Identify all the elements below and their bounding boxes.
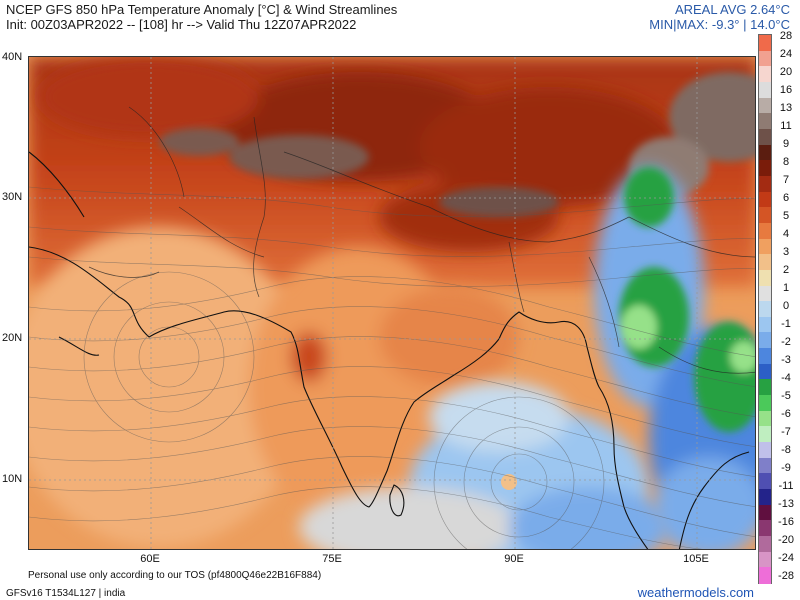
colorbar-label: -28	[778, 570, 794, 582]
coastlines	[29, 151, 750, 549]
colorbar-label: -8	[781, 444, 791, 456]
title-line-1: NCEP GFS 850 hPa Temperature Anomaly [°C…	[6, 2, 398, 17]
stats-block: AREAL AVG 2.64°C MIN|MAX: -9.3° | 14.0°C	[649, 2, 790, 32]
colorbar-label: 3	[782, 246, 790, 258]
colorbar-label: 24	[779, 48, 793, 60]
colorbar-segment	[759, 222, 771, 240]
colorbar-segment	[759, 457, 771, 474]
colorbar-segment	[759, 35, 771, 52]
colorbar-segment	[759, 207, 771, 224]
colorbar-label: 4	[782, 228, 790, 240]
colorbar-segment	[759, 363, 771, 381]
tos-notice: Personal use only according to our TOS (…	[28, 570, 322, 581]
colorbar	[758, 34, 772, 584]
colorbar-label: -24	[778, 552, 794, 564]
colorbar-segment	[759, 536, 771, 553]
colorbar-label: 11	[780, 120, 792, 132]
colorbar-label: -6	[781, 408, 791, 420]
colorbar-segment	[759, 97, 771, 114]
colorbar-label: 2	[782, 264, 790, 276]
colorbar-label: 1	[782, 282, 790, 294]
yellow-blob	[501, 474, 517, 490]
colorbar-segment	[759, 285, 771, 302]
colorbar-label: -4	[781, 372, 791, 384]
min-max: MIN|MAX: -9.3° | 14.0°C	[649, 17, 790, 32]
colorbar-segment	[759, 269, 771, 287]
colorbar-label: 6	[782, 192, 790, 204]
model-info: GFSv16 T1534L127 | india	[6, 588, 126, 599]
colorbar-segment	[759, 379, 771, 396]
lat-label-40n: 40N	[2, 51, 23, 63]
lat-label-30n: 30N	[2, 191, 23, 203]
colorbar-segment	[759, 489, 771, 506]
chart-title: NCEP GFS 850 hPa Temperature Anomaly [°C…	[6, 2, 397, 32]
colorbar-label: -13	[778, 498, 794, 510]
brand-link[interactable]: weathermodels.com	[637, 585, 754, 600]
colorbar-segment	[759, 50, 771, 67]
southeast-asia-coldest-cores	[619, 167, 755, 432]
colorbar-segment	[759, 332, 771, 349]
colorbar-segment	[759, 316, 771, 334]
colorbar-label: 5	[782, 210, 790, 222]
colorbar-segment	[759, 191, 771, 208]
deep-warm-patches	[39, 57, 679, 252]
colorbar-label: 8	[782, 156, 790, 168]
bay-of-bengal-cool-region	[299, 382, 669, 549]
map-panel	[28, 56, 756, 550]
colorbar-segment	[759, 442, 771, 459]
colorbar-label: -11	[778, 480, 794, 492]
colorbar-label: -5	[781, 390, 791, 402]
colorbar-segment	[759, 395, 771, 412]
colorbar-segment	[759, 567, 771, 584]
colorbar-label: -16	[778, 516, 794, 528]
colorbar-segment	[759, 520, 771, 537]
colorbar-segment	[759, 113, 771, 130]
colorbar-label: -2	[781, 336, 791, 348]
lon-label-90e: 90E	[504, 553, 524, 565]
colorbar-segment	[759, 175, 771, 193]
colorbar-segment	[759, 81, 771, 99]
colorbar-label: -7	[781, 426, 791, 438]
colorbar-label: -9	[781, 462, 791, 474]
colorbar-segment	[759, 410, 771, 428]
lat-label-20n: 20N	[2, 332, 23, 344]
colorbar-label: 0	[782, 300, 790, 312]
colorbar-label: 9	[782, 138, 790, 150]
anomaly-map	[29, 57, 755, 549]
lon-label-60e: 60E	[140, 553, 160, 565]
wind-streamlines	[29, 186, 755, 549]
lon-label-75e: 75E	[322, 553, 342, 565]
colorbar-segment	[759, 144, 771, 161]
colorbar-segment	[759, 551, 771, 568]
lon-label-105e: 105E	[683, 553, 709, 565]
colorbar-segment	[759, 426, 771, 443]
lat-label-10n: 10N	[2, 473, 23, 485]
colorbar-segment	[759, 66, 771, 83]
colorbar-segment	[759, 348, 771, 365]
colorbar-label: -20	[778, 534, 794, 546]
colorbar-label: 20	[779, 66, 793, 78]
graticule	[29, 57, 755, 549]
colorbar-label: 28	[779, 30, 793, 42]
borders	[88, 106, 755, 374]
colorbar-segment	[759, 238, 771, 255]
colorbar-label: -1	[781, 318, 791, 330]
colorbar-segment	[759, 254, 771, 271]
colorbar-segment	[759, 301, 771, 318]
areal-average: AREAL AVG 2.64°C	[674, 2, 790, 17]
colorbar-segment	[759, 473, 771, 490]
colorbar-segment	[759, 128, 771, 146]
title-line-2: Init: 00Z03APR2022 -- [108] hr --> Valid…	[6, 17, 357, 32]
colorbar-label: 7	[782, 174, 790, 186]
colorbar-segment	[759, 160, 771, 177]
colorbar-segment	[759, 504, 771, 521]
colorbar-label: 13	[779, 102, 793, 114]
colorbar-label: 16	[779, 84, 793, 96]
colorbar-label: -3	[781, 354, 791, 366]
